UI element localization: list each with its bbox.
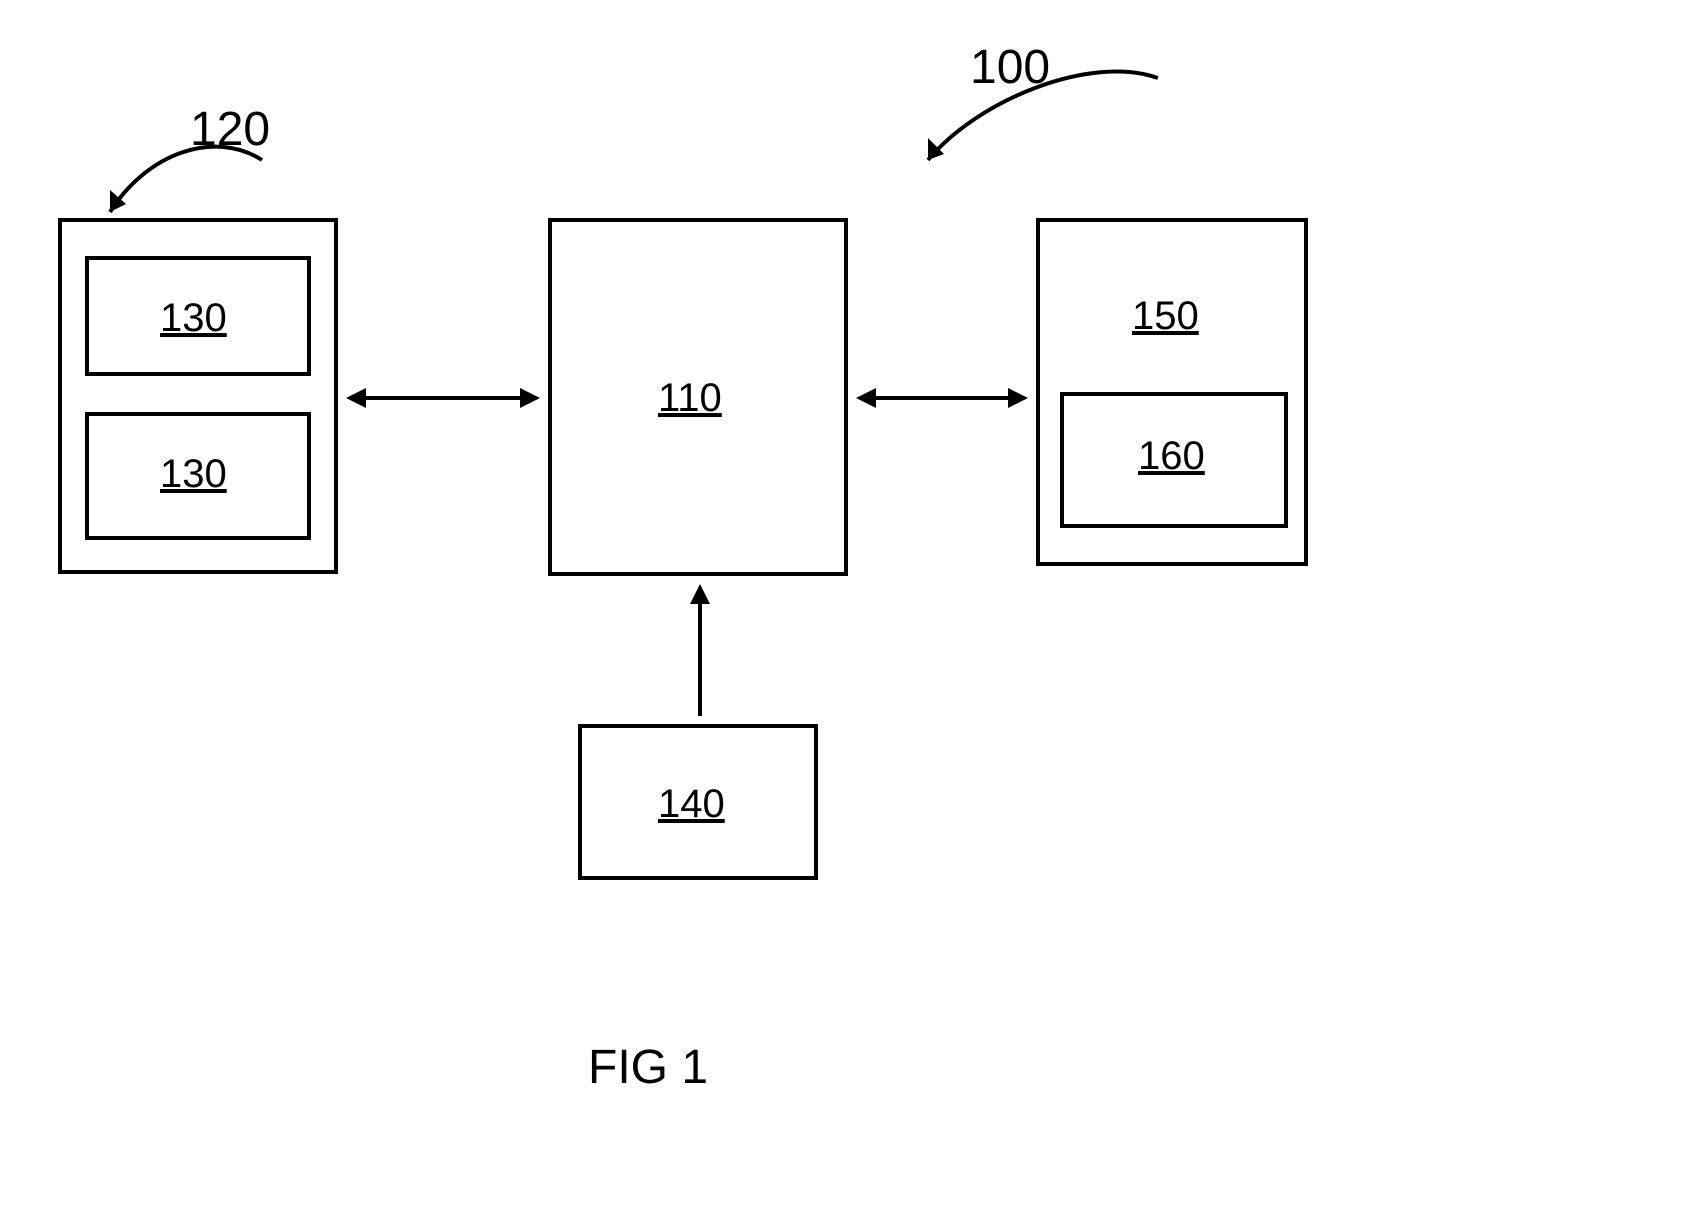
connector-left xyxy=(346,388,540,408)
label-140: 140 xyxy=(658,782,725,827)
figure-caption: FIG 1 xyxy=(588,1040,708,1095)
label-160: 160 xyxy=(1138,434,1205,479)
label-150: 150 xyxy=(1132,294,1199,339)
connector-bottom xyxy=(690,584,710,716)
refnum-120: 120 xyxy=(190,102,270,157)
label-130-upper: 130 xyxy=(160,296,227,341)
label-110: 110 xyxy=(658,376,722,421)
label-130-lower: 130 xyxy=(160,452,227,497)
connector-right xyxy=(856,388,1028,408)
connectors-overlay xyxy=(0,0,1681,1231)
refnum-100: 100 xyxy=(970,40,1050,95)
